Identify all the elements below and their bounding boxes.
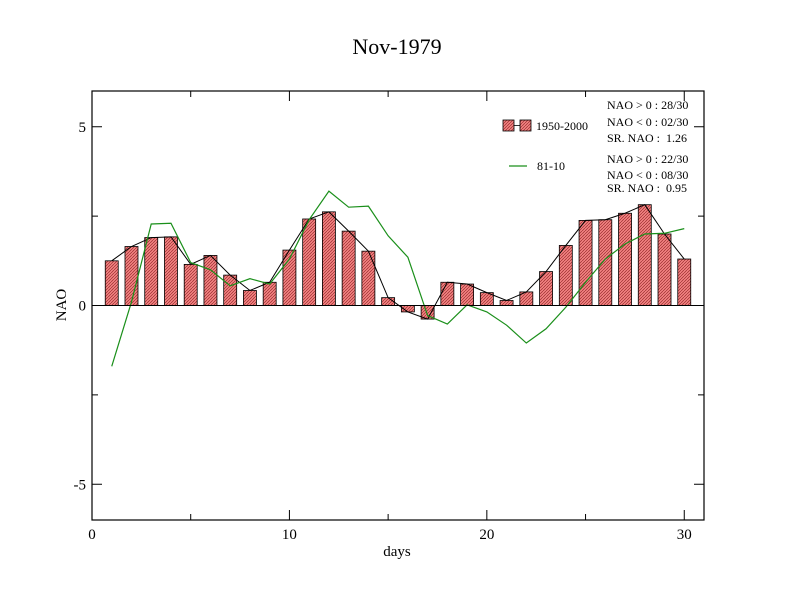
bar-day-6 <box>203 255 218 306</box>
legend: 1950-2000 81-10 NAO > 0 : 28/30 NAO < 0 … <box>502 98 688 195</box>
bar-day-2 <box>124 246 139 306</box>
bar-day-19 <box>460 283 474 306</box>
bar-day-8 <box>243 290 257 306</box>
y-tick-label: 0 <box>79 299 87 315</box>
bars-layer <box>104 204 692 320</box>
legend-bar-swatch-2 <box>519 119 532 132</box>
x-tick-label: 30 <box>677 527 692 543</box>
bar-day-3 <box>144 237 159 306</box>
bar-day-21 <box>499 300 514 306</box>
bar-day-12 <box>322 211 336 306</box>
bar-day-26 <box>598 219 613 306</box>
bar-day-4 <box>164 236 178 306</box>
bar-day-28 <box>637 204 652 306</box>
stats-1950-2000-positive: NAO > 0 : 28/30 <box>607 98 688 112</box>
bar-day-5 <box>183 263 198 306</box>
legend-label-81-10: 81-10 <box>537 159 565 173</box>
bar-day-1 <box>104 260 119 306</box>
bar-day-24 <box>558 245 573 306</box>
chart-title: Nov-1979 <box>352 34 441 59</box>
bar-day-15 <box>381 297 396 306</box>
series-1950-2000-line <box>111 204 685 320</box>
y-tick-label: 5 <box>79 120 87 136</box>
bar-day-18 <box>440 281 455 306</box>
bar-day-13 <box>341 230 356 306</box>
lines-layer <box>111 190 685 367</box>
stats-81-10-negative: NAO < 0 : 08/30 <box>607 168 688 182</box>
x-tick-label: 20 <box>479 527 494 543</box>
bar-day-11 <box>302 218 317 306</box>
bar-day-27 <box>618 212 632 306</box>
stats-1950-2000-sr: SR. NAO : 1.26 <box>607 131 687 145</box>
bar-day-7 <box>223 274 238 306</box>
legend-bar-swatch-1 <box>502 119 515 132</box>
bar-day-9 <box>262 281 277 306</box>
stats-1950-2000-negative: NAO < 0 : 02/30 <box>607 115 688 129</box>
x-tick-label: 0 <box>88 527 96 543</box>
x-tick-label: 10 <box>282 527 297 543</box>
series-81-10-line <box>111 190 685 367</box>
y-axis-label: NAO <box>54 289 70 322</box>
bar-day-25 <box>578 220 593 306</box>
axes-layer: 0 10 20 30 5 0 -5 <box>74 91 704 543</box>
stats-81-10-sr: SR. NAO : 0.95 <box>607 181 687 195</box>
legend-label-1950-2000: 1950-2000 <box>536 119 588 133</box>
x-axis-label: days <box>383 544 411 560</box>
y-tick-label: -5 <box>74 477 87 493</box>
stats-81-10-positive: NAO > 0 : 22/30 <box>607 152 688 166</box>
bar-day-14 <box>361 250 376 306</box>
bar-day-30 <box>677 258 692 306</box>
bar-day-29 <box>657 233 672 306</box>
